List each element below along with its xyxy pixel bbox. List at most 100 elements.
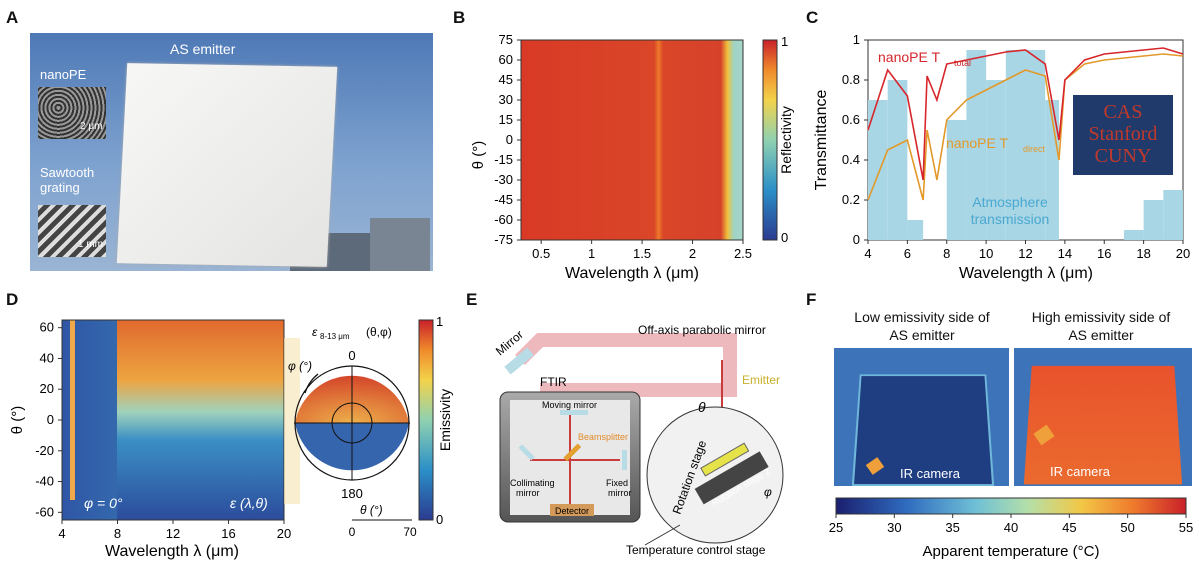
- panel-d-xlabel: Wavelength λ (μm): [105, 543, 239, 560]
- panel-f-cb-label: Apparent temperature (°C): [923, 543, 1100, 560]
- detector-label: Detector: [555, 506, 589, 516]
- c-xtick-label: 6: [904, 246, 911, 261]
- panel-a-label: A: [6, 8, 19, 27]
- polar-phi-arrow: [304, 373, 319, 394]
- beamsplitter-shape: [563, 443, 582, 462]
- panel-c-yticks: 0 0.2 0.4 0.6 0.8 1: [842, 32, 868, 247]
- f-right-title: High emissivity side of AS emitter: [1010, 308, 1192, 344]
- panel-e-diagram: Mirror Off-axis parabolic mirror FTIR Mo…: [493, 323, 784, 557]
- sawtooth-label: Sawtooth grating: [40, 165, 94, 195]
- temp-stage-label: Temperature control stage: [626, 543, 766, 557]
- panel-c-xticks: 4 6 8 10 12 14 16 18 20: [864, 240, 1190, 261]
- atm-bar: [1143, 200, 1164, 240]
- legend-direct-sub: direct: [1023, 144, 1046, 154]
- polar-title-args: (θ,φ): [366, 325, 392, 339]
- ftir-label: FTIR: [540, 375, 567, 389]
- collimating-label-1: Collimating: [510, 478, 555, 488]
- b-ytick-label: -75: [494, 232, 513, 247]
- collimating-mirror-shape: [518, 444, 535, 461]
- emitter-label: Emitter: [742, 373, 780, 387]
- panel-b-label: B: [453, 8, 466, 27]
- nanope-total-series: [867, 47, 1184, 181]
- b-ytick-label: 30: [499, 92, 513, 107]
- d-xtick-label: 4: [58, 526, 65, 541]
- f-left-title-2: AS emitter: [889, 327, 955, 343]
- d-xtick-label: 8: [114, 526, 121, 541]
- c-xtick-label: 8: [943, 246, 950, 261]
- f-tick-label: 25: [829, 520, 843, 535]
- c-xtick-label: 10: [979, 246, 993, 261]
- c-xtick-label: 14: [1058, 246, 1072, 261]
- sawtooth-image: [38, 205, 106, 257]
- c-xtick-label: 4: [864, 246, 871, 261]
- as-emitter-title: AS emitter: [170, 41, 236, 57]
- b-ytick-label: 15: [499, 112, 513, 127]
- nanope-direct-series: [867, 53, 1184, 201]
- panel-c-ylabel: Transmittance: [813, 90, 830, 191]
- sawtooth-label-2: grating: [40, 180, 80, 195]
- detector-shape: [550, 504, 594, 516]
- panel-c-xlabel: Wavelength λ (μm): [959, 265, 1093, 282]
- panel-f-colorbar-ticks: 25 30 35 40 45 50 55: [829, 514, 1193, 535]
- c-xtick-label: 20: [1176, 246, 1190, 261]
- c-xtick-label: 18: [1136, 246, 1150, 261]
- polar-title: ε: [312, 325, 318, 339]
- legend-total-sub: total: [954, 58, 971, 68]
- panel-c-label: C: [806, 8, 819, 27]
- c-xtick-label: 12: [1018, 246, 1032, 261]
- eps-annotation: ε (λ,θ): [230, 495, 268, 511]
- beamsplitter-label: Beamsplitter: [578, 432, 628, 442]
- fixed-label-2: mirror: [608, 488, 632, 498]
- f-left-title: Low emissivity side of AS emitter: [832, 308, 1012, 344]
- panel-d-chart: 60 40 20 0 -20 -40 -60 4 8 12 16 20 φ = 0° ε (λ,θ)…: [9, 314, 453, 560]
- f-tick-label: 55: [1179, 520, 1193, 535]
- panel-b-cb-min: 0: [781, 230, 788, 245]
- b-ytick-label: 45: [499, 72, 513, 87]
- emitter-shape: [700, 442, 750, 477]
- logo-line-2: Stanford: [1088, 123, 1158, 145]
- atm-bar: [887, 80, 908, 240]
- b-ytick-label: -30: [494, 172, 513, 187]
- panel-b-chart: 75 60 45 30 15 0 -15 -30 -45 -60 -75 0.5 1 1.5 2 2.5 θ…: [470, 32, 794, 282]
- f-tick-label: 40: [1004, 520, 1018, 535]
- atm-bar: [1025, 50, 1046, 240]
- rotation-stage: [646, 406, 784, 544]
- b-ytick-label: 0: [506, 132, 513, 147]
- polar-top: 0: [348, 348, 355, 363]
- atm-bar: [1163, 190, 1183, 240]
- b-xtick-label: 2.5: [734, 246, 752, 261]
- d-ytick-label: 40: [40, 350, 54, 365]
- panel-b-cb-max: 1: [781, 34, 788, 49]
- f-right-thermal: IR camera: [1014, 348, 1192, 486]
- d-ytick-label: -40: [35, 474, 54, 489]
- fixed-label-1: Fixed: [606, 478, 628, 488]
- sawtooth-scale: 1 mm: [78, 239, 103, 250]
- offaxis-label: Off-axis parabolic mirror: [638, 323, 766, 337]
- panel-f-colorbar: [835, 497, 1187, 515]
- c-xtick-label: 16: [1097, 246, 1111, 261]
- atm-bar: [986, 80, 1006, 240]
- panel-b-yticks: 75 60 45 30 15 0 -15 -30 -45 -60 -75: [494, 32, 521, 247]
- polar-phi: φ (°): [288, 359, 312, 373]
- theta-axis-max: 70: [403, 525, 417, 539]
- as-emitter-sheet: [116, 63, 338, 267]
- panel-b-cb-label: Reflectivity: [778, 106, 794, 174]
- panel-d-label: D: [6, 290, 19, 309]
- c-ytick-label: 0.2: [842, 192, 860, 207]
- panel-d-cb-label: Emissivity: [437, 389, 453, 451]
- d-xtick-label: 20: [277, 526, 291, 541]
- f-left-thermal: IR camera: [834, 348, 1009, 486]
- nanope-sem-image: [38, 87, 106, 139]
- panel-d-cb-max: 1: [436, 314, 443, 329]
- c-ytick-label: 0: [853, 232, 860, 247]
- temp-stage-leader: [644, 524, 681, 546]
- panel-b-ylabel: θ (°): [470, 141, 487, 170]
- panel-b-colorbar: [762, 39, 778, 241]
- c-ytick-label: 0.6: [842, 112, 860, 127]
- panel-e-label: E: [466, 290, 478, 309]
- f-right-title-1: High emissivity side of: [1031, 309, 1171, 325]
- legend-total: nanoPE T: [878, 49, 940, 65]
- legend-direct: nanoPE T: [946, 135, 1008, 151]
- b-xtick-label: 1: [588, 246, 595, 261]
- polar-title-sub: 8-13 μm: [320, 332, 350, 341]
